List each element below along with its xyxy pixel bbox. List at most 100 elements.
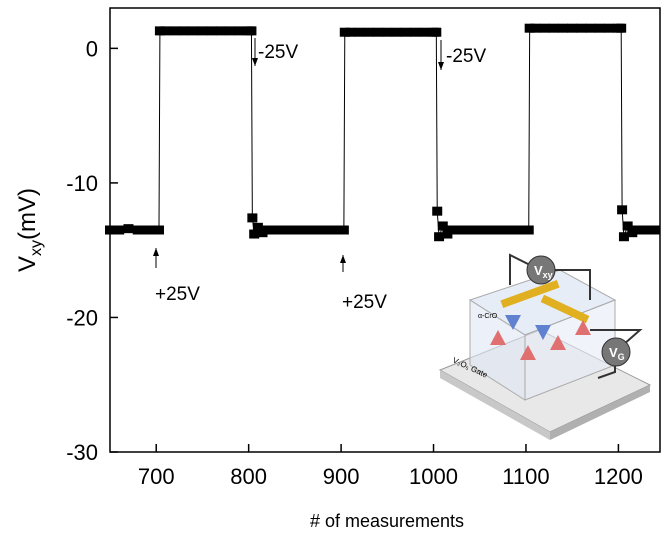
data-point <box>456 225 467 235</box>
data-point <box>432 206 443 216</box>
y-tick-label: 0 <box>86 36 98 61</box>
data-point <box>289 225 300 235</box>
electrode <box>540 294 590 324</box>
data-point <box>524 23 535 33</box>
data-point <box>317 225 328 235</box>
annotation: +25V <box>342 292 387 313</box>
data-point <box>249 229 260 239</box>
gate-side <box>440 370 550 440</box>
data-point <box>617 205 628 215</box>
data-point <box>523 225 534 235</box>
data-point <box>246 26 257 36</box>
x-tick-label: 900 <box>323 464 360 489</box>
annotation: +25V <box>155 284 200 305</box>
spin-arrows <box>490 320 591 360</box>
x-tick-label: 1100 <box>502 464 549 489</box>
data-point <box>299 225 310 235</box>
annotation: -25V <box>258 42 298 63</box>
inset-label: Vxy <box>534 263 553 280</box>
data-point <box>153 225 164 235</box>
data-point <box>391 27 402 37</box>
voltmeter <box>601 337 631 367</box>
voltmeter <box>526 255 556 285</box>
data-point <box>431 27 442 37</box>
data-point <box>326 225 337 235</box>
data-point <box>154 26 165 36</box>
data-point <box>354 27 365 37</box>
data-point <box>373 27 384 37</box>
data-point <box>530 23 541 33</box>
data-point <box>382 27 393 37</box>
data-point <box>169 26 180 36</box>
plot-area <box>105 23 661 242</box>
data-point <box>188 26 199 36</box>
data-point <box>206 26 217 36</box>
data-point <box>437 221 448 231</box>
data-point <box>339 27 350 37</box>
data-point <box>160 26 171 36</box>
data-point <box>557 23 568 33</box>
plot-frame <box>109 7 661 453</box>
data-point <box>123 224 134 234</box>
inset-label: VG <box>609 345 625 362</box>
data-point <box>225 26 236 36</box>
data-point <box>271 225 282 235</box>
data-point <box>215 26 226 36</box>
data-point <box>262 225 273 235</box>
data-point <box>465 225 476 235</box>
data-point <box>234 26 245 36</box>
data-point <box>247 213 258 223</box>
spin-arrows <box>505 315 551 340</box>
data-point <box>338 225 349 235</box>
data-point <box>493 225 504 235</box>
data-point <box>548 23 559 33</box>
x-tick-label: 1000 <box>409 464 458 489</box>
data-point <box>585 23 596 33</box>
data-point <box>641 225 652 235</box>
data-point <box>511 225 522 235</box>
data-point <box>308 225 319 235</box>
data-point <box>178 26 189 36</box>
annotation-arrowhead <box>438 62 444 70</box>
data-point <box>594 23 605 33</box>
annotation-arrowhead <box>252 58 258 66</box>
annotation: -25V <box>446 46 486 67</box>
y-axis-label: Vxy(mV) <box>14 188 45 272</box>
data-point <box>604 23 615 33</box>
y-tick-label: -20 <box>66 305 98 330</box>
data-point <box>252 222 263 232</box>
data-point <box>132 225 143 235</box>
data-point <box>474 225 485 235</box>
x-tick-label: 800 <box>230 464 267 489</box>
data-point <box>631 225 642 235</box>
data-point <box>618 232 629 242</box>
data-point <box>280 225 291 235</box>
data-point <box>363 27 374 37</box>
x-tick-label: 700 <box>138 464 175 489</box>
data-point <box>616 23 627 33</box>
data-line <box>110 27 656 237</box>
data-point <box>419 27 430 37</box>
gate-side <box>550 385 650 440</box>
data-point <box>483 225 494 235</box>
data-point <box>197 26 208 36</box>
electrode <box>500 279 560 309</box>
data-point <box>539 23 550 33</box>
data-point <box>434 232 445 242</box>
inset-schematic: Vxy VG α-CrO V₂O₅ Gate <box>438 253 652 440</box>
data-point <box>650 225 661 235</box>
data-point <box>400 27 411 37</box>
data-point <box>410 27 421 37</box>
data-point <box>576 23 587 33</box>
x-tick-label: 1200 <box>594 464 643 489</box>
y-tick-label: -10 <box>66 171 98 196</box>
data-point <box>502 225 513 235</box>
annotation-arrowhead <box>153 248 159 256</box>
data-point <box>622 221 633 231</box>
data-point <box>567 23 578 33</box>
data-point <box>141 225 152 235</box>
inset-label: α-CrO <box>478 313 498 320</box>
data-point <box>345 27 356 37</box>
annotation-arrowhead <box>340 255 346 263</box>
